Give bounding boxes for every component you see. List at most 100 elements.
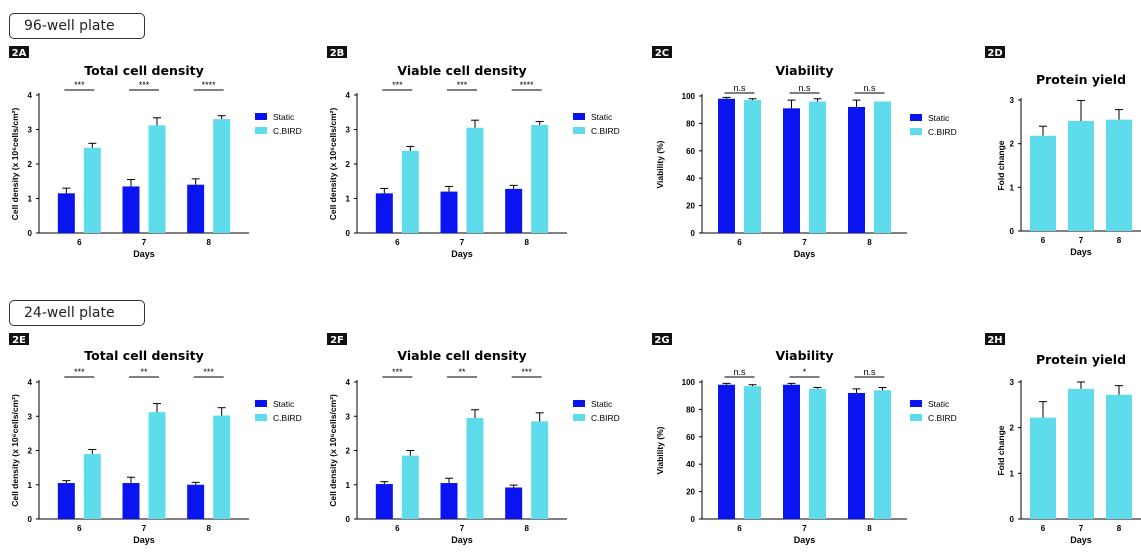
panel-tag: 2G (654, 335, 669, 346)
bar-static-day8 (505, 188, 523, 233)
significance-label: *** (392, 80, 403, 90)
bar-cbird-day8 (531, 421, 549, 519)
legend-swatch (255, 113, 267, 120)
bar-cbird-day8 (874, 390, 891, 519)
bar-static-day6 (718, 384, 735, 519)
x-tick-label: 7 (460, 238, 465, 247)
significance-label: *** (203, 367, 214, 377)
bar-static-day6 (375, 484, 393, 519)
x-tick-label: 6 (1041, 524, 1046, 533)
legend-label: Static (273, 112, 295, 122)
chart-title: Total cell density (84, 63, 203, 78)
significance-label: ** (140, 367, 148, 377)
chart-title: Viable cell density (397, 63, 526, 78)
legend-swatch (573, 127, 585, 134)
bar-cbird-day8 (213, 119, 231, 233)
y-axis-label: Viability (%) (655, 426, 665, 474)
x-tick-label: 8 (524, 524, 529, 533)
legend-label: C.BIRD (273, 413, 302, 423)
y-tick-label: 0 (346, 229, 351, 238)
legend-swatch (910, 414, 922, 421)
y-tick-label: 3 (346, 412, 351, 421)
y-tick-label: 2 (346, 160, 351, 169)
legend-label: C.BIRD (591, 126, 620, 136)
panel-tag-bg (985, 46, 1005, 58)
x-tick-label: 6 (395, 238, 400, 247)
bar-cbird-day8 (1106, 119, 1132, 231)
legend-swatch (910, 400, 922, 407)
y-tick-label: 2 (1010, 424, 1015, 433)
y-tick-label: 2 (28, 160, 33, 169)
x-axis-label: Days (451, 249, 473, 259)
x-tick-label: 7 (142, 238, 147, 247)
x-tick-label: 8 (524, 238, 529, 247)
x-tick-label: 6 (737, 238, 742, 247)
chart-2G: 2G Viability 0 20 40 60 80 100 Viability (%) Days… (652, 333, 957, 545)
panel-2C: 2C Viability 0 20 40 60 80 100 Viability (%) Days… (652, 45, 972, 270)
y-tick-label: 4 (346, 378, 351, 387)
chart-2H: 2H Protein yield 0 1 2 3 Fold change Days 6 7 8 (985, 333, 1141, 545)
significance-label: n.s (863, 367, 876, 377)
y-tick-label: 1 (28, 481, 33, 490)
chart-2D: 2D Protein yield 0 1 2 3 Fold change Days 6 7 8 (985, 46, 1141, 257)
x-tick-label: 8 (1117, 524, 1122, 533)
y-axis-label: Cell density (x 10⁶cells/cm²) (328, 394, 338, 507)
y-tick-label: 0 (1010, 227, 1015, 236)
significance-label: n.s (798, 83, 811, 93)
x-tick-label: 7 (460, 524, 465, 533)
legend-label: Static (928, 399, 950, 409)
y-tick-label: 100 (682, 378, 696, 387)
bar-static-day8 (187, 184, 205, 233)
bar-cbird-day8 (874, 101, 891, 233)
y-tick-label: 2 (28, 447, 33, 456)
significance-label: ** (458, 367, 466, 377)
x-axis-label: Days (133, 249, 155, 259)
y-axis-label: Cell density (x 10⁶cells/cm²) (328, 108, 338, 221)
section-label-24-well: 24-well plate (9, 300, 145, 326)
bar-cbird-day6 (83, 453, 101, 519)
legend-swatch (255, 400, 267, 407)
x-tick-label: 8 (206, 524, 211, 533)
x-tick-label: 7 (802, 238, 807, 247)
panel-tag-bg (9, 333, 29, 345)
bar-cbird-day6 (744, 100, 761, 233)
bar-static-day7 (122, 483, 140, 519)
significance-label: **** (202, 80, 217, 90)
significance-label: *** (392, 367, 403, 377)
bar-static-day6 (57, 483, 75, 519)
y-tick-label: 100 (682, 92, 696, 101)
bar-cbird-day8 (531, 125, 549, 233)
x-axis-label: Days (794, 249, 816, 259)
chart-title: Viable cell density (397, 348, 526, 363)
bar-static-day6 (57, 193, 75, 233)
bar-cbird-day6 (401, 150, 419, 233)
y-tick-label: 3 (1010, 96, 1015, 105)
legend-swatch (573, 400, 585, 407)
bar-cbird-day6 (1030, 135, 1056, 231)
y-axis-label: Fold change (996, 140, 1006, 190)
panel-tag-bg (652, 46, 672, 58)
y-tick-label: 3 (28, 126, 33, 135)
legend-label: C.BIRD (591, 413, 620, 423)
legend-label: C.BIRD (928, 413, 957, 423)
panel-tag: 2E (12, 335, 26, 346)
legend-swatch (255, 127, 267, 134)
panel-2F: 2F Viable cell density 0 1 2 3 4 Cell density (… (327, 332, 627, 557)
significance-label: *** (74, 367, 85, 377)
panel-tag: 2F (330, 335, 344, 346)
y-tick-label: 20 (686, 202, 695, 211)
bar-static-day8 (848, 106, 865, 233)
legend-label: C.BIRD (273, 126, 302, 136)
significance-label: *** (74, 80, 85, 90)
chart-2B: 2B Viable cell density 0 1 2 3 4 Cell density (… (327, 46, 620, 259)
panel-tag-bg (327, 46, 347, 58)
y-tick-label: 1 (346, 481, 351, 490)
legend-label: Static (928, 113, 950, 123)
x-tick-label: 8 (867, 238, 872, 247)
bar-cbird-day7 (466, 417, 484, 519)
y-tick-label: 40 (686, 460, 695, 469)
x-axis-label: Days (794, 535, 816, 545)
section-label-96-well: 96-well plate (9, 13, 145, 39)
y-tick-label: 0 (28, 229, 33, 238)
legend-label: C.BIRD (928, 127, 957, 137)
